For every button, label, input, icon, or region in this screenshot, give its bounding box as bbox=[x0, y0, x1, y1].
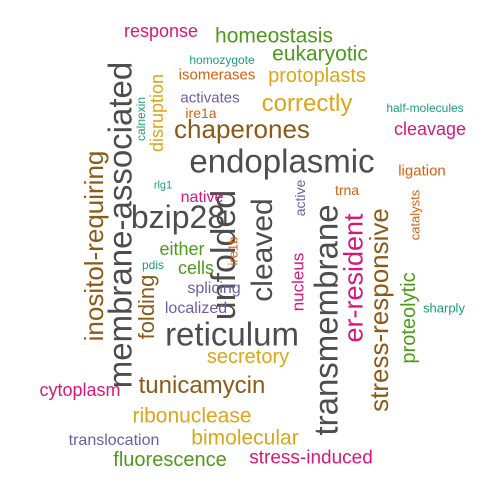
word-inositol-requiring: inositol-requiring bbox=[79, 150, 109, 342]
word-active: active bbox=[292, 179, 308, 217]
word-cells: cells bbox=[177, 258, 215, 278]
word-ire1b: ire1b bbox=[225, 236, 241, 266]
word-homozygote: homozygote bbox=[189, 53, 255, 67]
word-splicing: splicing bbox=[187, 280, 241, 297]
word-either: either bbox=[159, 239, 205, 259]
word-half-molecules: half-molecules bbox=[386, 101, 464, 115]
word-stress-responsive: stress-responsive bbox=[364, 208, 394, 412]
word-cytoplasm: cytoplasm bbox=[39, 380, 121, 400]
word-sharply: sharply bbox=[423, 300, 465, 316]
word-bimolecular: bimolecular bbox=[191, 426, 299, 450]
word-pdis: pdis bbox=[141, 258, 165, 272]
word-protoplasts: protoplasts bbox=[268, 65, 366, 87]
word-ire1a: ire1a bbox=[185, 105, 217, 121]
word-er-resident: er-resident bbox=[338, 213, 369, 343]
word-ligation: ligation bbox=[398, 162, 446, 180]
word-bzip28: bzip28 bbox=[130, 199, 226, 235]
word-localized: localized bbox=[164, 300, 228, 317]
word-activates: activates bbox=[180, 89, 240, 107]
word-cleaved: cleaved bbox=[246, 198, 279, 302]
word-response: response bbox=[123, 21, 199, 41]
word-chaperones: chaperones bbox=[174, 114, 310, 144]
word-nucleus: nucleus bbox=[288, 252, 308, 312]
word-trna: trna bbox=[334, 182, 360, 198]
word-catalysts: catalysts bbox=[407, 189, 423, 241]
word-reticulum: reticulum bbox=[165, 315, 299, 353]
word-eukaryotic: eukaryotic bbox=[272, 42, 368, 66]
word-rlg1: rlg1 bbox=[153, 179, 173, 192]
word-tunicamycin: tunicamycin bbox=[138, 372, 266, 399]
word-disruption: disruption bbox=[147, 73, 167, 153]
word-endoplasmic: endoplasmic bbox=[189, 142, 375, 180]
word-isomerases: isomerases bbox=[178, 66, 256, 84]
word-proteolytic: proteolytic bbox=[398, 272, 420, 364]
word-stress-induced: stress-induced bbox=[249, 447, 373, 469]
word-correctly: correctly bbox=[261, 90, 353, 117]
word-native: native bbox=[180, 189, 224, 206]
word-calnexin: calnexin bbox=[134, 96, 148, 142]
word-ribonuclease: ribonuclease bbox=[132, 404, 252, 428]
word-homeostasis: homeostasis bbox=[215, 24, 333, 48]
word-secretory: secretory bbox=[206, 346, 290, 368]
word-fluorescence: fluorescence bbox=[113, 449, 227, 471]
word-folding: folding bbox=[134, 274, 159, 340]
word-cleavage: cleavage bbox=[393, 119, 467, 139]
word-translocation: translocation bbox=[68, 432, 160, 449]
